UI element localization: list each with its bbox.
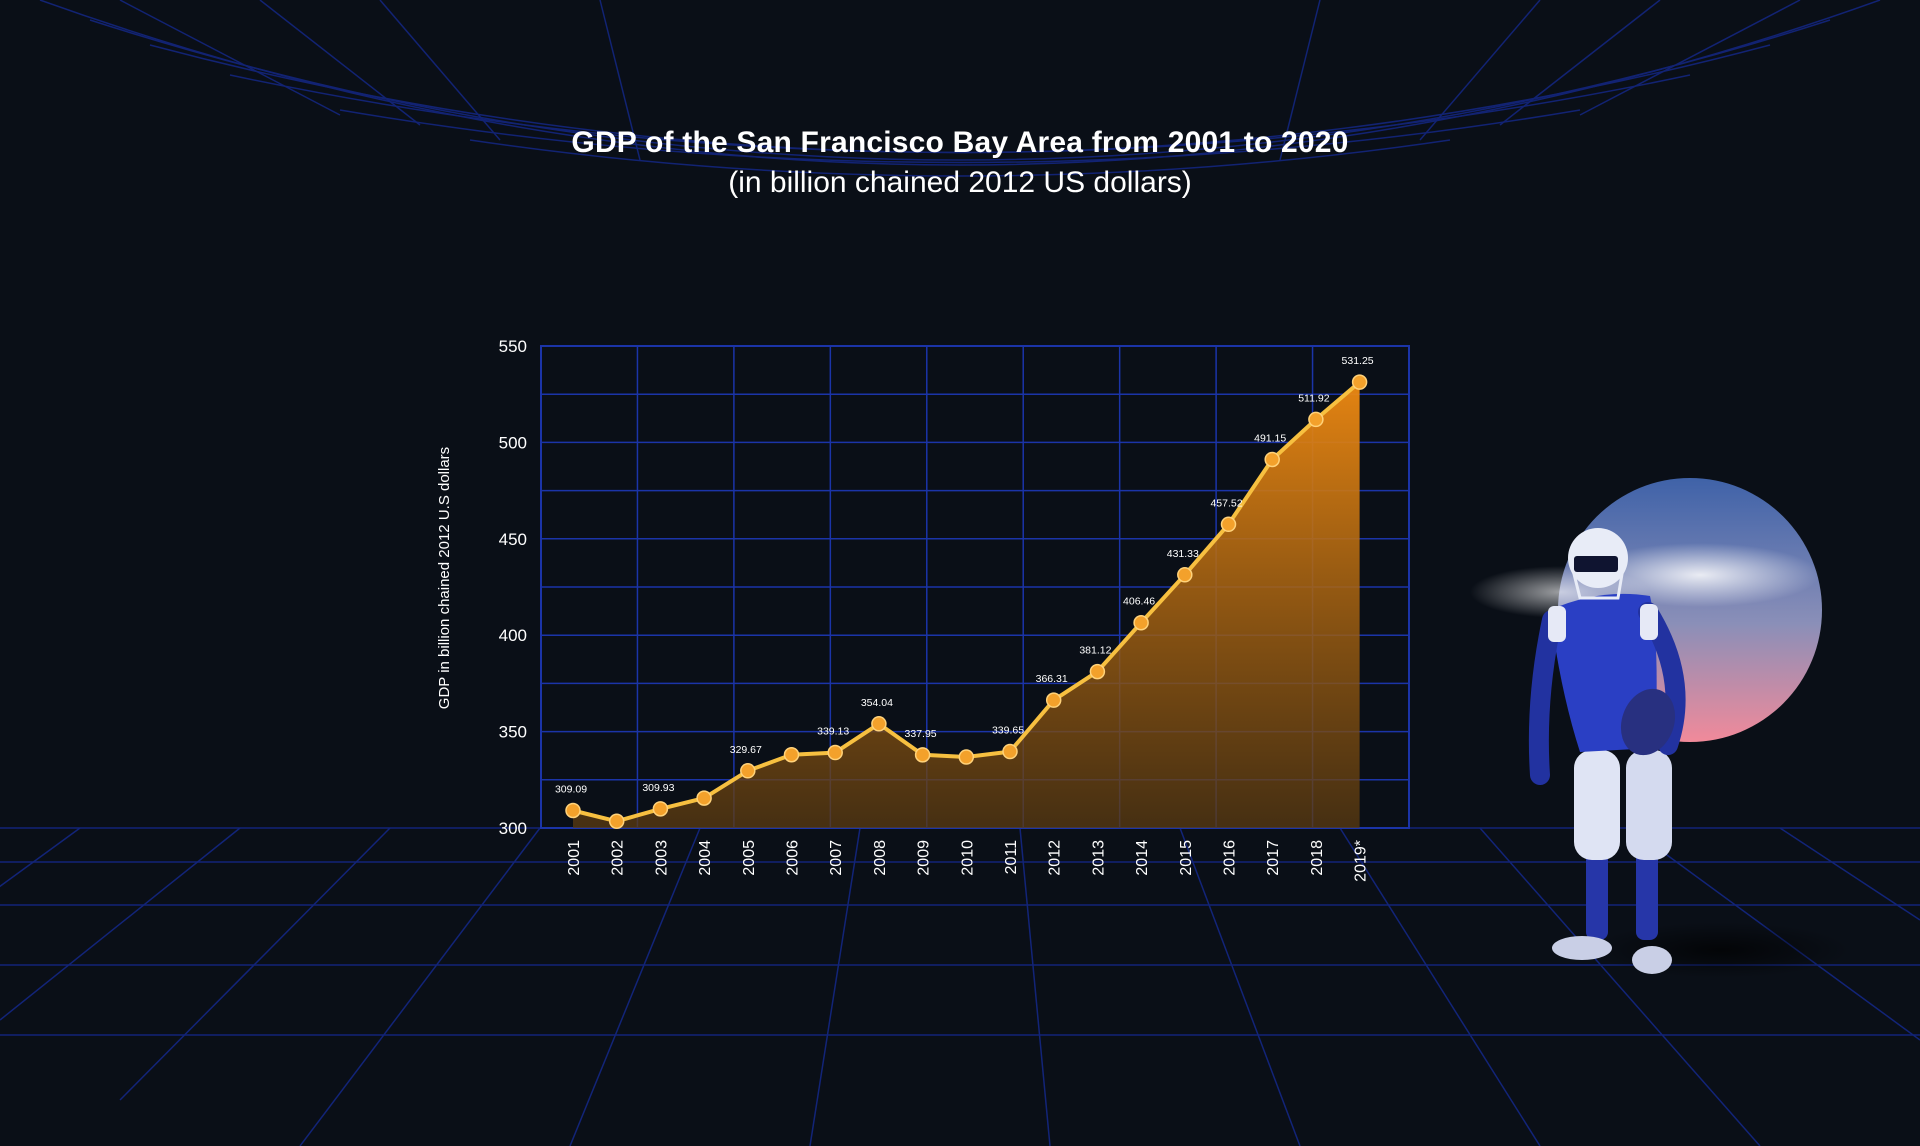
data-point-2006 — [783, 746, 800, 763]
football-player-illustration — [1470, 478, 1850, 978]
data-labels: 309.09 309.93 329.67 339.13 354.04 337.95 339.… — [555, 355, 1374, 795]
data-label-2001: 309.09 — [555, 783, 587, 795]
data-label-2015: 431.33 — [1167, 548, 1199, 560]
data-label-2009: 337.95 — [905, 728, 937, 740]
x-tick-label: 2002 — [610, 840, 627, 876]
x-tick-label: 2018 — [1309, 840, 1326, 876]
data-point-2004 — [696, 790, 712, 806]
data-point-2018 — [1308, 411, 1324, 428]
x-tick-label: 2019* — [1353, 840, 1370, 882]
chart-subtitle: (in billion chained 2012 US dollars) — [728, 166, 1192, 199]
data-label-2007: 339.13 — [817, 726, 849, 738]
x-tick-label: 2015 — [1178, 840, 1195, 876]
y-tick-label: 450 — [499, 530, 527, 549]
player-shadow — [1590, 922, 1850, 978]
y-tick-labels: 300 350 400 450 500 550 — [499, 337, 527, 838]
data-point-2005 — [740, 763, 756, 779]
y-tick-label: 300 — [499, 819, 527, 838]
data-point-2003 — [652, 801, 669, 817]
data-point-2015 — [1177, 567, 1193, 583]
data-label-2013: 381.12 — [1079, 645, 1111, 657]
x-tick-label: 2005 — [741, 840, 758, 876]
data-point-2014 — [1133, 614, 1149, 631]
area-fill — [573, 382, 1360, 828]
y-tick-label: 350 — [499, 723, 527, 742]
data-point-2007 — [827, 744, 843, 761]
data-label-2016: 457.52 — [1210, 497, 1242, 509]
data-markers — [565, 374, 1368, 830]
data-label-2017: 491.15 — [1254, 432, 1286, 444]
data-label-2003: 309.93 — [642, 782, 674, 794]
data-label-2018: 511.92 — [1298, 392, 1329, 404]
data-label-2011: 339.65 — [992, 725, 1024, 737]
data-point-2010 — [958, 749, 975, 765]
x-tick-label: 2012 — [1047, 840, 1064, 876]
x-tick-label: 2006 — [785, 840, 802, 876]
x-tick-label: 2003 — [653, 840, 670, 876]
data-point-2002 — [608, 813, 625, 830]
y-axis-label: GDP in billion chained 2012 U.S dollars — [436, 447, 453, 709]
x-tick-label: 2009 — [916, 840, 933, 876]
chart-title: GDP of the San Francisco Bay Area from 2… — [571, 126, 1349, 159]
x-tick-label: 2017 — [1265, 840, 1282, 876]
y-tick-label: 400 — [499, 626, 527, 645]
y-tick-label: 500 — [499, 433, 527, 452]
data-point-2017 — [1264, 451, 1280, 468]
x-tick-label: 2014 — [1134, 840, 1151, 876]
data-point-2016 — [1220, 516, 1237, 533]
x-tick-label: 2011 — [1003, 840, 1020, 875]
x-tick-label: 2007 — [828, 840, 845, 876]
data-point-2008 — [871, 716, 887, 732]
data-point-2012 — [1045, 692, 1062, 708]
x-tick-label: 2008 — [872, 840, 889, 876]
y-tick-label: 550 — [499, 337, 527, 356]
data-label-2014: 406.46 — [1123, 596, 1155, 608]
x-tick-label: 2013 — [1090, 840, 1107, 876]
x-tick-label: 2016 — [1222, 840, 1239, 876]
data-label-2005: 329.67 — [730, 744, 762, 756]
data-label-2019*: 531.25 — [1342, 355, 1374, 367]
data-point-2001 — [565, 802, 581, 819]
data-point-2013 — [1089, 663, 1106, 680]
x-tick-labels: 2001 2002 2003 2004 2005 2006 2007 2008 2009 2010… — [566, 840, 1370, 882]
ceiling-grid-decoration — [39, 0, 1881, 177]
data-label-2008: 354.04 — [861, 697, 893, 709]
x-tick-label: 2004 — [697, 840, 714, 876]
data-point-2011 — [1002, 743, 1018, 760]
x-tick-label: 2001 — [566, 840, 583, 876]
data-point-2019* — [1351, 374, 1368, 390]
x-tick-label: 2010 — [959, 840, 976, 876]
data-point-2009 — [914, 747, 931, 763]
data-label-2012: 366.31 — [1036, 673, 1068, 685]
